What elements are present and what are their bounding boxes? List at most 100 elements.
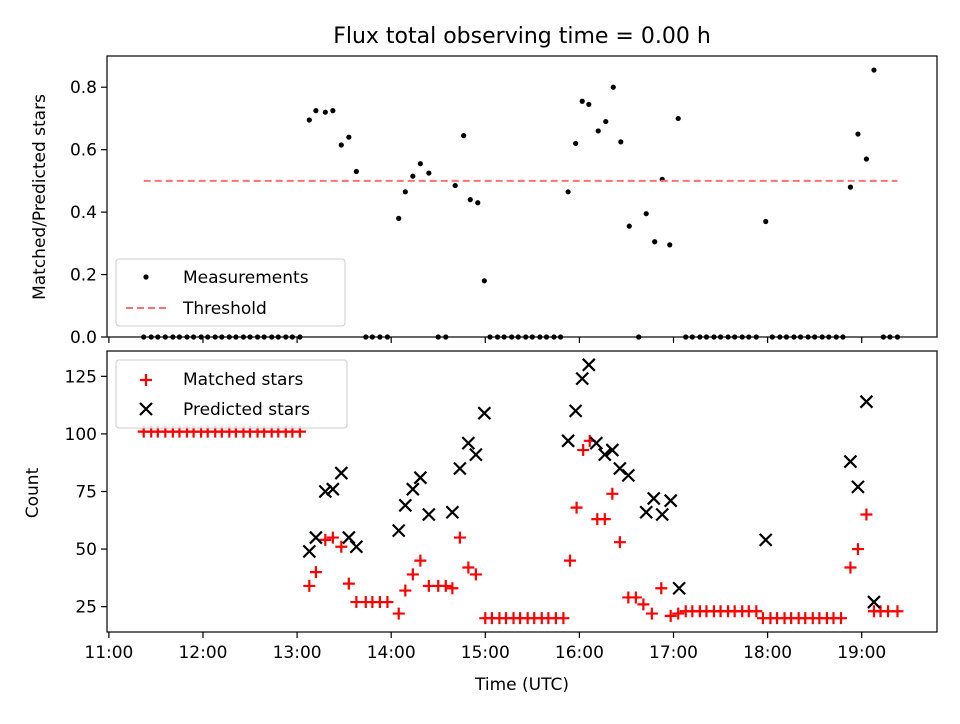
matched-stars-point (563, 554, 576, 567)
measurements-point (402, 189, 408, 195)
y-tick-label: 0.4 (70, 203, 97, 223)
measurements-point (643, 211, 649, 217)
measurements-point (346, 134, 352, 140)
measurements-point (626, 223, 632, 229)
predicted-stars-point (851, 480, 865, 494)
predicted-stars-point (621, 468, 636, 483)
predicted-stars-point (422, 507, 436, 522)
count-panel: Count Time (UTC) 11:00 12:00 13:00 14:00 15:… (23, 350, 938, 695)
matched-stars-point (835, 612, 848, 625)
ratio-panel: Matched/Predicted stars 0.00.20.40.60.8 … (30, 55, 938, 348)
x-tick-label: 15:00 (461, 643, 510, 663)
y-tick-label: 125 (65, 367, 97, 387)
matched-stars-point (570, 501, 583, 514)
measurements-point (313, 108, 319, 114)
predicted-stars-point (598, 447, 612, 462)
predicted-stars-point (334, 466, 349, 480)
measurements-point (579, 98, 585, 104)
predicted-stars-point (477, 406, 492, 420)
matched-stars-point (326, 531, 339, 544)
count-x-axis-label: Time (UTC) (474, 675, 569, 695)
measurements-point (586, 101, 592, 107)
measurements-point (452, 182, 458, 189)
predicted-stars-point (349, 540, 364, 554)
measurements-point (322, 109, 328, 115)
matched-stars-point (664, 609, 677, 622)
predicted-stars-point (561, 434, 575, 448)
measurements-point (338, 142, 344, 148)
predicted-stars-point (398, 498, 413, 513)
legend-measurements-marker (143, 274, 149, 280)
matched-stars-point (381, 596, 394, 609)
measurements-point (855, 131, 861, 137)
predicted-stars-point (663, 493, 678, 508)
measurements-point (667, 242, 673, 248)
matched-stars-point (645, 607, 658, 620)
measurements-point (595, 128, 601, 134)
measurements-point (573, 140, 579, 147)
x-tick-label: 16:00 (555, 643, 604, 663)
matched-stars-point (606, 487, 619, 500)
matched-stars-point (860, 508, 873, 521)
count-y-axis-label: Count (23, 467, 43, 518)
measurements-point (481, 278, 487, 284)
measurements-point (652, 239, 658, 245)
matched-stars-point (557, 612, 570, 625)
measurements-point (396, 215, 402, 221)
predicted-stars-point (453, 461, 467, 476)
y-tick-label: 50 (75, 540, 97, 560)
predicted-stars-point (589, 436, 604, 450)
measurements-point (847, 184, 854, 190)
measurements-point (763, 218, 769, 225)
x-tick-label: 19:00 (837, 643, 886, 663)
measurements-point (306, 117, 312, 123)
predicted-stars-point (613, 461, 627, 476)
matched-stars-point (303, 579, 316, 592)
matched-stars-point (851, 543, 864, 556)
matched-stars-point (319, 533, 332, 546)
y-tick-label: 0.8 (70, 78, 97, 98)
predicted-stars-point (605, 443, 620, 457)
legend-matched-label: Matched stars (183, 370, 303, 390)
measurements-point (863, 156, 870, 162)
predicted-stars-point (469, 447, 483, 462)
count-legend-box (115, 359, 348, 429)
matched-stars-point (844, 561, 857, 574)
legend-matched-marker (140, 374, 152, 386)
measurements-point (353, 168, 359, 175)
measurements-point (426, 170, 432, 176)
matched-stars-point (637, 598, 650, 611)
count-legend: Matched stars Predicted stars (115, 359, 348, 429)
measurements-point (565, 189, 571, 195)
matched-stars-point (655, 582, 668, 595)
y-tick-label: 25 (75, 598, 97, 618)
matched-stars-point (613, 536, 626, 549)
chart-title: Flux total observing time = 0.00 h (333, 24, 711, 49)
predicted-stars-point (461, 436, 476, 450)
matched-stars-point (577, 444, 590, 457)
predicted-stars-point (318, 484, 333, 499)
measurements-point (871, 67, 877, 73)
measurements-point (610, 84, 616, 90)
ratio-y-axis-label: Matched/Predicted stars (30, 94, 50, 300)
predicted-stars-point (758, 533, 773, 547)
predicted-stars-point (859, 394, 874, 409)
matched-stars-point (453, 531, 466, 544)
x-tick-label: 12:00 (178, 643, 227, 663)
matched-stars-point (439, 579, 452, 592)
y-tick-label: 0.6 (70, 141, 97, 161)
matched-stars-point (342, 577, 355, 590)
matched-stars-point (629, 591, 642, 604)
predicted-stars-point (646, 491, 661, 506)
matched-stars-point (891, 605, 904, 618)
predicted-stars-point (302, 544, 317, 559)
y-tick-label: 100 (65, 425, 97, 445)
legend-predicted-label: Predicted stars (183, 400, 310, 420)
y-tick-label: 0.2 (70, 266, 97, 286)
matched-stars-point (392, 607, 405, 620)
predicted-stars-point (655, 507, 669, 522)
predicted-stars-point (413, 470, 428, 485)
ratio-legend: Measurements Threshold (115, 258, 346, 327)
predicted-stars-point (391, 523, 406, 538)
